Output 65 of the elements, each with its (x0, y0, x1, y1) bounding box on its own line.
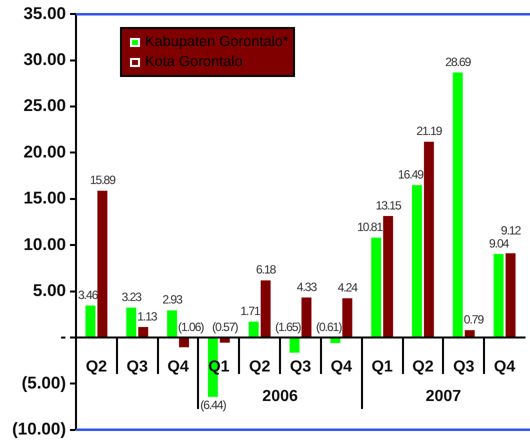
bar (260, 280, 271, 337)
bar (506, 253, 516, 337)
bar (464, 330, 475, 337)
y-tick-label: - (60, 327, 66, 346)
bar (126, 308, 136, 337)
bar (138, 327, 148, 337)
data-label: 3.46 (78, 288, 99, 302)
data-label: (0.57) (212, 320, 239, 334)
data-label: 4.24 (338, 280, 358, 295)
bar (167, 310, 178, 337)
y-tick-label: 35.00 (23, 4, 66, 23)
bar (452, 72, 463, 337)
bar (179, 338, 189, 348)
data-label: 16.49 (398, 167, 424, 182)
y-tick-label: 30.00 (23, 50, 66, 70)
y-tick-label: 5.00 (32, 280, 66, 300)
x-tick-label: Q2 (86, 358, 108, 376)
data-label: 28.69 (445, 54, 472, 69)
y-tick-label: 25.00 (23, 96, 66, 116)
bar (412, 185, 422, 337)
bar (383, 216, 394, 337)
y-tick-label: (10.00) (12, 419, 66, 438)
data-label: 9.12 (500, 223, 522, 238)
bar (85, 305, 96, 337)
data-label: 10.81 (357, 220, 384, 234)
bar (290, 338, 300, 353)
x-tick-label: Q2 (412, 358, 434, 376)
bar (301, 297, 312, 337)
legend-label: Kota Gorontalo (145, 53, 243, 72)
bar (424, 142, 434, 337)
data-label: 9.04 (488, 236, 510, 250)
x-tick-label: Q3 (126, 358, 148, 376)
data-label: 6.18 (256, 262, 277, 277)
data-label: 3.23 (122, 290, 142, 304)
bar (342, 298, 352, 337)
bar (494, 254, 504, 337)
data-label: 21.19 (416, 124, 443, 138)
data-label: (1.06) (178, 320, 204, 334)
y-tick-label: 15.00 (23, 188, 66, 208)
x-tick-label: Q4 (330, 358, 352, 376)
data-label: 0.79 (464, 312, 484, 326)
data-label: (6.44) (200, 398, 227, 412)
x-tick-label: Q2 (249, 358, 270, 376)
x-tick-label: Q4 (494, 358, 516, 376)
annotation: 2007 (426, 388, 462, 405)
x-tick-label: Q3 (453, 358, 475, 376)
bar (371, 238, 382, 337)
bar (97, 190, 108, 337)
x-tick-label: Q1 (371, 358, 393, 376)
x-tick-label: Q4 (167, 358, 189, 376)
legend-label: Kabupaten Gorontalo* (145, 33, 288, 52)
annotation: 2006 (262, 388, 298, 405)
y-tick-label: (5.00) (22, 373, 66, 392)
data-label: 1.13 (137, 309, 158, 324)
data-label: 2.93 (162, 292, 184, 307)
data-label: 15.89 (90, 173, 116, 188)
y-tick-label: 20.00 (23, 142, 66, 162)
data-label: 4.33 (296, 280, 318, 294)
x-tick-label: Q3 (290, 358, 312, 376)
data-label: (0.61) (316, 320, 342, 334)
y-tick-label: 10.00 (23, 234, 66, 254)
data-label: (1.65) (275, 320, 302, 334)
bar (248, 322, 259, 337)
data-label: 13.15 (376, 198, 402, 212)
data-label: 1.71 (240, 304, 261, 318)
